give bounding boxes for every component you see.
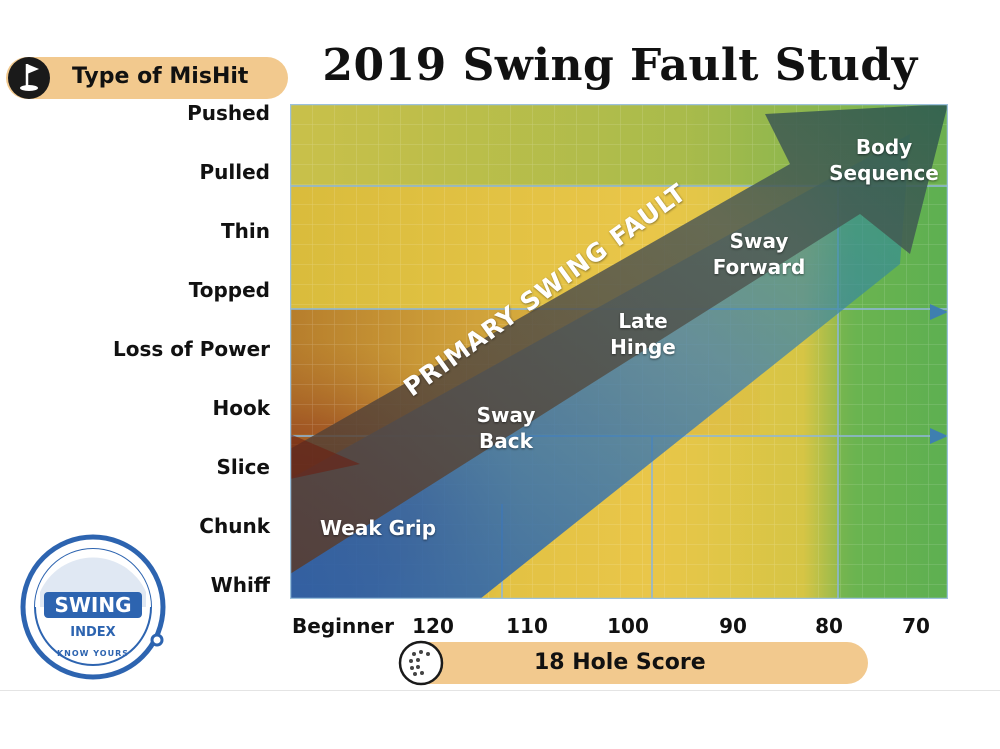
divider <box>0 690 1000 691</box>
fault-label-sway-forward: Sway Forward <box>712 229 806 279</box>
x-tick-label: 120 <box>412 614 454 638</box>
x-axis-label: 18 Hole Score <box>534 650 706 675</box>
x-axis-label-pill <box>400 642 868 684</box>
fault-label-weak-grip: Weak Grip <box>319 516 437 540</box>
y-axis-label-pill <box>6 57 288 99</box>
fault-label-sway-back: Sway Back <box>476 403 536 453</box>
fault-label-body-sequence: Body Sequence <box>829 135 939 185</box>
y-tick-label: Thin <box>221 219 270 243</box>
y-tick-label: Whiff <box>210 573 270 597</box>
x-tick-label: 90 <box>719 614 747 638</box>
x-tick-label: Beginner <box>292 614 394 638</box>
logo-tagline-text: KNOW YOURS <box>57 649 129 658</box>
logo-swing-text: SWING <box>54 593 131 617</box>
x-tick-label: 80 <box>815 614 843 638</box>
heatmap-plot <box>290 104 948 599</box>
y-tick-label: Pushed <box>187 101 270 125</box>
x-tick-label: 70 <box>902 614 930 638</box>
logo-index-text: INDEX <box>70 625 115 640</box>
y-axis-label: Type of MisHit <box>72 64 249 89</box>
y-tick-label: Chunk <box>199 514 270 538</box>
golf-ball-icon <box>398 640 444 686</box>
x-tick-label: 110 <box>506 614 548 638</box>
chart-title: 2019 Swing Fault Study <box>322 40 918 91</box>
y-tick-label: Hook <box>212 396 270 420</box>
x-tick-label: 100 <box>607 614 649 638</box>
swing-index-logo: SWING INDEX KNOW YOURS <box>20 534 166 680</box>
y-tick-label: Loss of Power <box>113 337 270 361</box>
y-tick-label: Pulled <box>199 160 271 184</box>
golf-flag-icon <box>8 57 50 99</box>
y-tick-label: Topped <box>188 278 270 302</box>
y-tick-label: Slice <box>216 455 270 479</box>
fault-label-late-hinge: Late Hinge <box>610 309 676 359</box>
